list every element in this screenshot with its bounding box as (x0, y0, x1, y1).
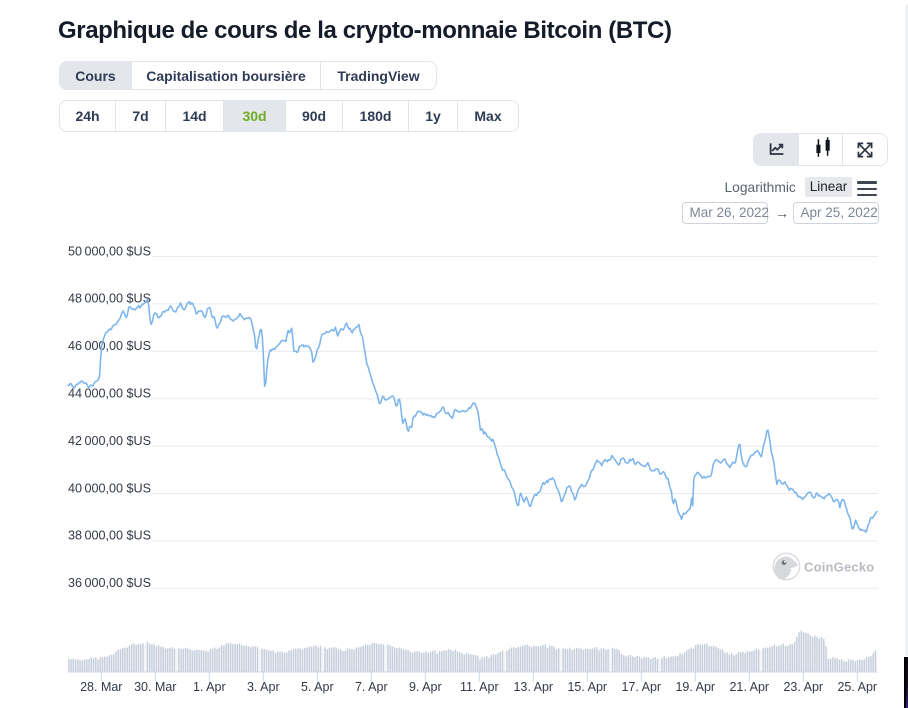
svg-text:17. Apr: 17. Apr (621, 680, 661, 694)
svg-text:40 000,00 $US: 40 000,00 $US (68, 481, 151, 495)
svg-text:1. Apr: 1. Apr (193, 680, 226, 694)
svg-text:11. Apr: 11. Apr (460, 680, 499, 694)
svg-text:30. Mar: 30. Mar (134, 680, 176, 694)
svg-text:46 000,00 $US: 46 000,00 $US (68, 339, 151, 353)
svg-text:21. Apr: 21. Apr (729, 680, 769, 694)
svg-text:44 000,00 $US: 44 000,00 $US (68, 387, 151, 401)
svg-text:23. Apr: 23. Apr (783, 680, 823, 694)
svg-text:50 000,00 $US: 50 000,00 $US (68, 244, 151, 258)
svg-text:15. Apr: 15. Apr (567, 680, 607, 694)
svg-text:CoinGecko: CoinGecko (804, 560, 874, 575)
svg-text:25. Apr: 25. Apr (837, 680, 877, 694)
svg-text:3. Apr: 3. Apr (247, 680, 280, 694)
svg-text:48 000,00 $US: 48 000,00 $US (68, 292, 151, 306)
svg-text:13. Apr: 13. Apr (513, 680, 553, 694)
svg-text:7. Apr: 7. Apr (355, 680, 388, 694)
svg-text:42 000,00 $US: 42 000,00 $US (68, 434, 151, 448)
svg-text:19. Apr: 19. Apr (675, 680, 715, 694)
svg-text:5. Apr: 5. Apr (301, 680, 334, 694)
svg-text:9. Apr: 9. Apr (409, 680, 442, 694)
svg-text:38 000,00 $US: 38 000,00 $US (68, 529, 151, 543)
svg-text:28. Mar: 28. Mar (80, 680, 122, 694)
svg-text:36 000,00 $US: 36 000,00 $US (68, 576, 151, 590)
